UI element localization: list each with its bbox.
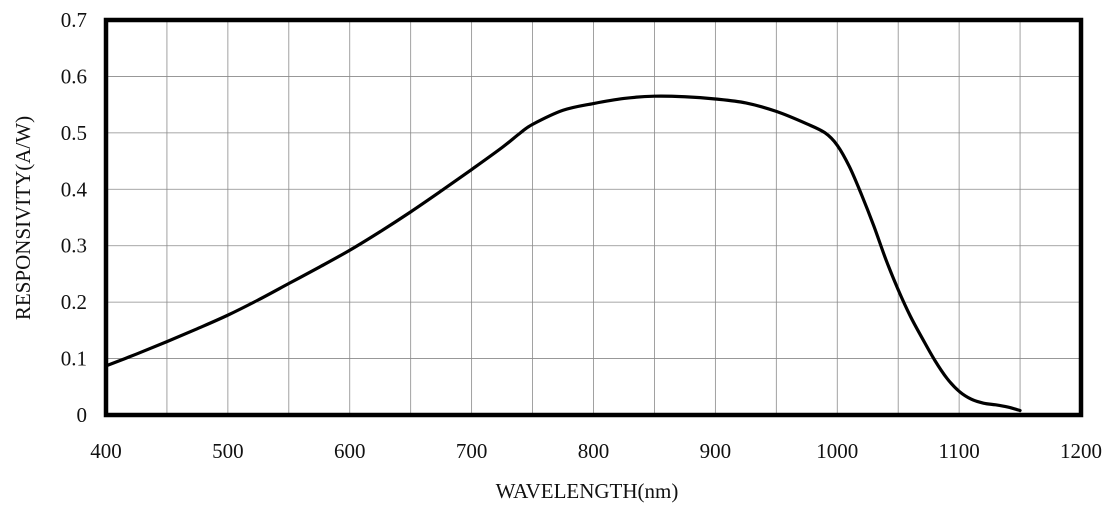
y-tick-label: 0.6	[61, 64, 87, 88]
plot-frame	[103, 17, 1084, 418]
x-tick-label: 700	[456, 439, 488, 463]
x-tick-label: 600	[334, 439, 366, 463]
y-tick-label: 0.1	[61, 347, 87, 371]
y-tick-label: 0.5	[61, 121, 87, 145]
y-tick-labels: 0 0.1 0.2 0.3 0.4 0.5 0.6 0.7	[61, 8, 88, 427]
y-axis-label: RESPONSIVITY(A/W)	[11, 116, 35, 320]
y-tick-label: 0.3	[61, 234, 87, 258]
grid-lines	[105, 19, 1082, 416]
x-tick-label: 400	[90, 439, 122, 463]
x-tick-label: 1200	[1060, 439, 1102, 463]
x-axis-label: WAVELENGTH(nm)	[496, 479, 679, 503]
x-tick-label: 900	[700, 439, 732, 463]
responsivity-curve-line	[104, 94, 1022, 413]
y-tick-label: 0	[77, 403, 88, 427]
y-tick-label: 0.4	[61, 177, 88, 201]
x-tick-label: 800	[578, 439, 610, 463]
series-layer	[104, 94, 1022, 413]
y-tick-label: 0.2	[61, 290, 87, 314]
x-tick-labels: 400 500 600 700 800 900 1000 1100 1200	[90, 439, 1102, 463]
x-tick-label: 500	[212, 439, 244, 463]
x-tick-label: 1000	[816, 439, 858, 463]
x-tick-label: 1100	[939, 439, 980, 463]
y-tick-label: 0.7	[61, 8, 87, 32]
